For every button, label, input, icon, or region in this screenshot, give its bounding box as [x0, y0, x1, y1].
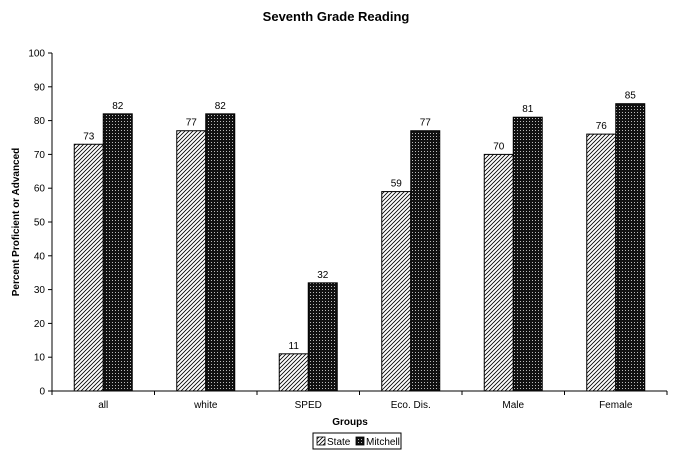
bars: [73, 103, 646, 392]
bar-mitchell-white: [205, 113, 236, 392]
data-label-state-all: 73: [83, 131, 95, 142]
bar-state-female: [586, 133, 617, 392]
bar-mitchell-female: [615, 103, 646, 392]
data-label-mitchell-all: 82: [112, 101, 124, 112]
bar-mitchell-male: [512, 116, 543, 392]
y-tick-label: 100: [28, 49, 45, 60]
x-tick-label-white: white: [193, 400, 218, 411]
data-label-state-male: 70: [493, 141, 505, 152]
data-labels: 73 77 11 59 70 76 82 82 32 77 81 85: [83, 91, 636, 352]
bar-state-sped: [278, 353, 309, 392]
data-label-mitchell-female: 85: [625, 91, 637, 102]
x-tick-label-female: Female: [599, 400, 633, 411]
data-label-mitchell-eco-dis: 77: [420, 118, 432, 129]
x-tick-label-male: Male: [502, 400, 524, 411]
data-label-mitchell-male: 81: [522, 104, 534, 115]
bar-mitchell-eco-dis: [410, 130, 441, 392]
y-tick-label: 90: [34, 82, 46, 93]
data-label-state-eco-dis: 59: [391, 179, 403, 190]
plot-area: 0 10 20 30 40 50 60 70 80 90 100 all white SPED Eco. …: [28, 49, 668, 411]
y-tick-label: 80: [34, 116, 46, 127]
bar-mitchell-sped: [307, 282, 338, 392]
y-tick-label: 70: [34, 150, 46, 161]
data-label-mitchell-white: 82: [215, 101, 227, 112]
bar-mitchell-all: [102, 113, 133, 392]
bar-state-white: [176, 130, 207, 392]
data-label-state-sped: 11: [289, 341, 300, 352]
x-tick-label-eco-dis: Eco. Dis.: [391, 400, 431, 411]
y-axis-title: Percent Proficient or Advanced: [11, 148, 22, 297]
data-label-state-female: 76: [596, 121, 608, 132]
legend-swatch-state: [316, 436, 326, 446]
y-ticks: 0 10 20 30 40 50 60 70 80 90 100: [28, 49, 52, 398]
y-tick-label: 60: [34, 184, 46, 195]
x-tick-label-all: all: [98, 400, 108, 411]
y-tick-label: 0: [39, 387, 45, 398]
y-tick-label: 20: [34, 319, 46, 330]
bar-state-male: [483, 153, 514, 392]
bar-state-all: [73, 143, 104, 392]
legend-label-state: State: [327, 437, 351, 448]
y-tick-label: 10: [34, 353, 46, 364]
legend-swatch-mitchell: [355, 436, 365, 446]
bar-state-eco-dis: [381, 191, 412, 392]
y-tick-label: 50: [34, 218, 46, 229]
y-tick-label: 40: [34, 251, 46, 262]
y-tick-label: 30: [34, 285, 46, 296]
chart-title: Seventh Grade Reading: [263, 9, 410, 24]
x-tick-label-sped: SPED: [295, 400, 322, 411]
x-ticks: all white SPED Eco. Dis. Male Female: [51, 391, 668, 411]
legend: State Mitchell: [312, 432, 402, 450]
x-axis-title: Groups: [332, 417, 368, 428]
legend-label-mitchell: Mitchell: [366, 437, 400, 448]
data-label-state-white: 77: [186, 118, 198, 129]
data-label-mitchell-sped: 32: [317, 270, 329, 281]
